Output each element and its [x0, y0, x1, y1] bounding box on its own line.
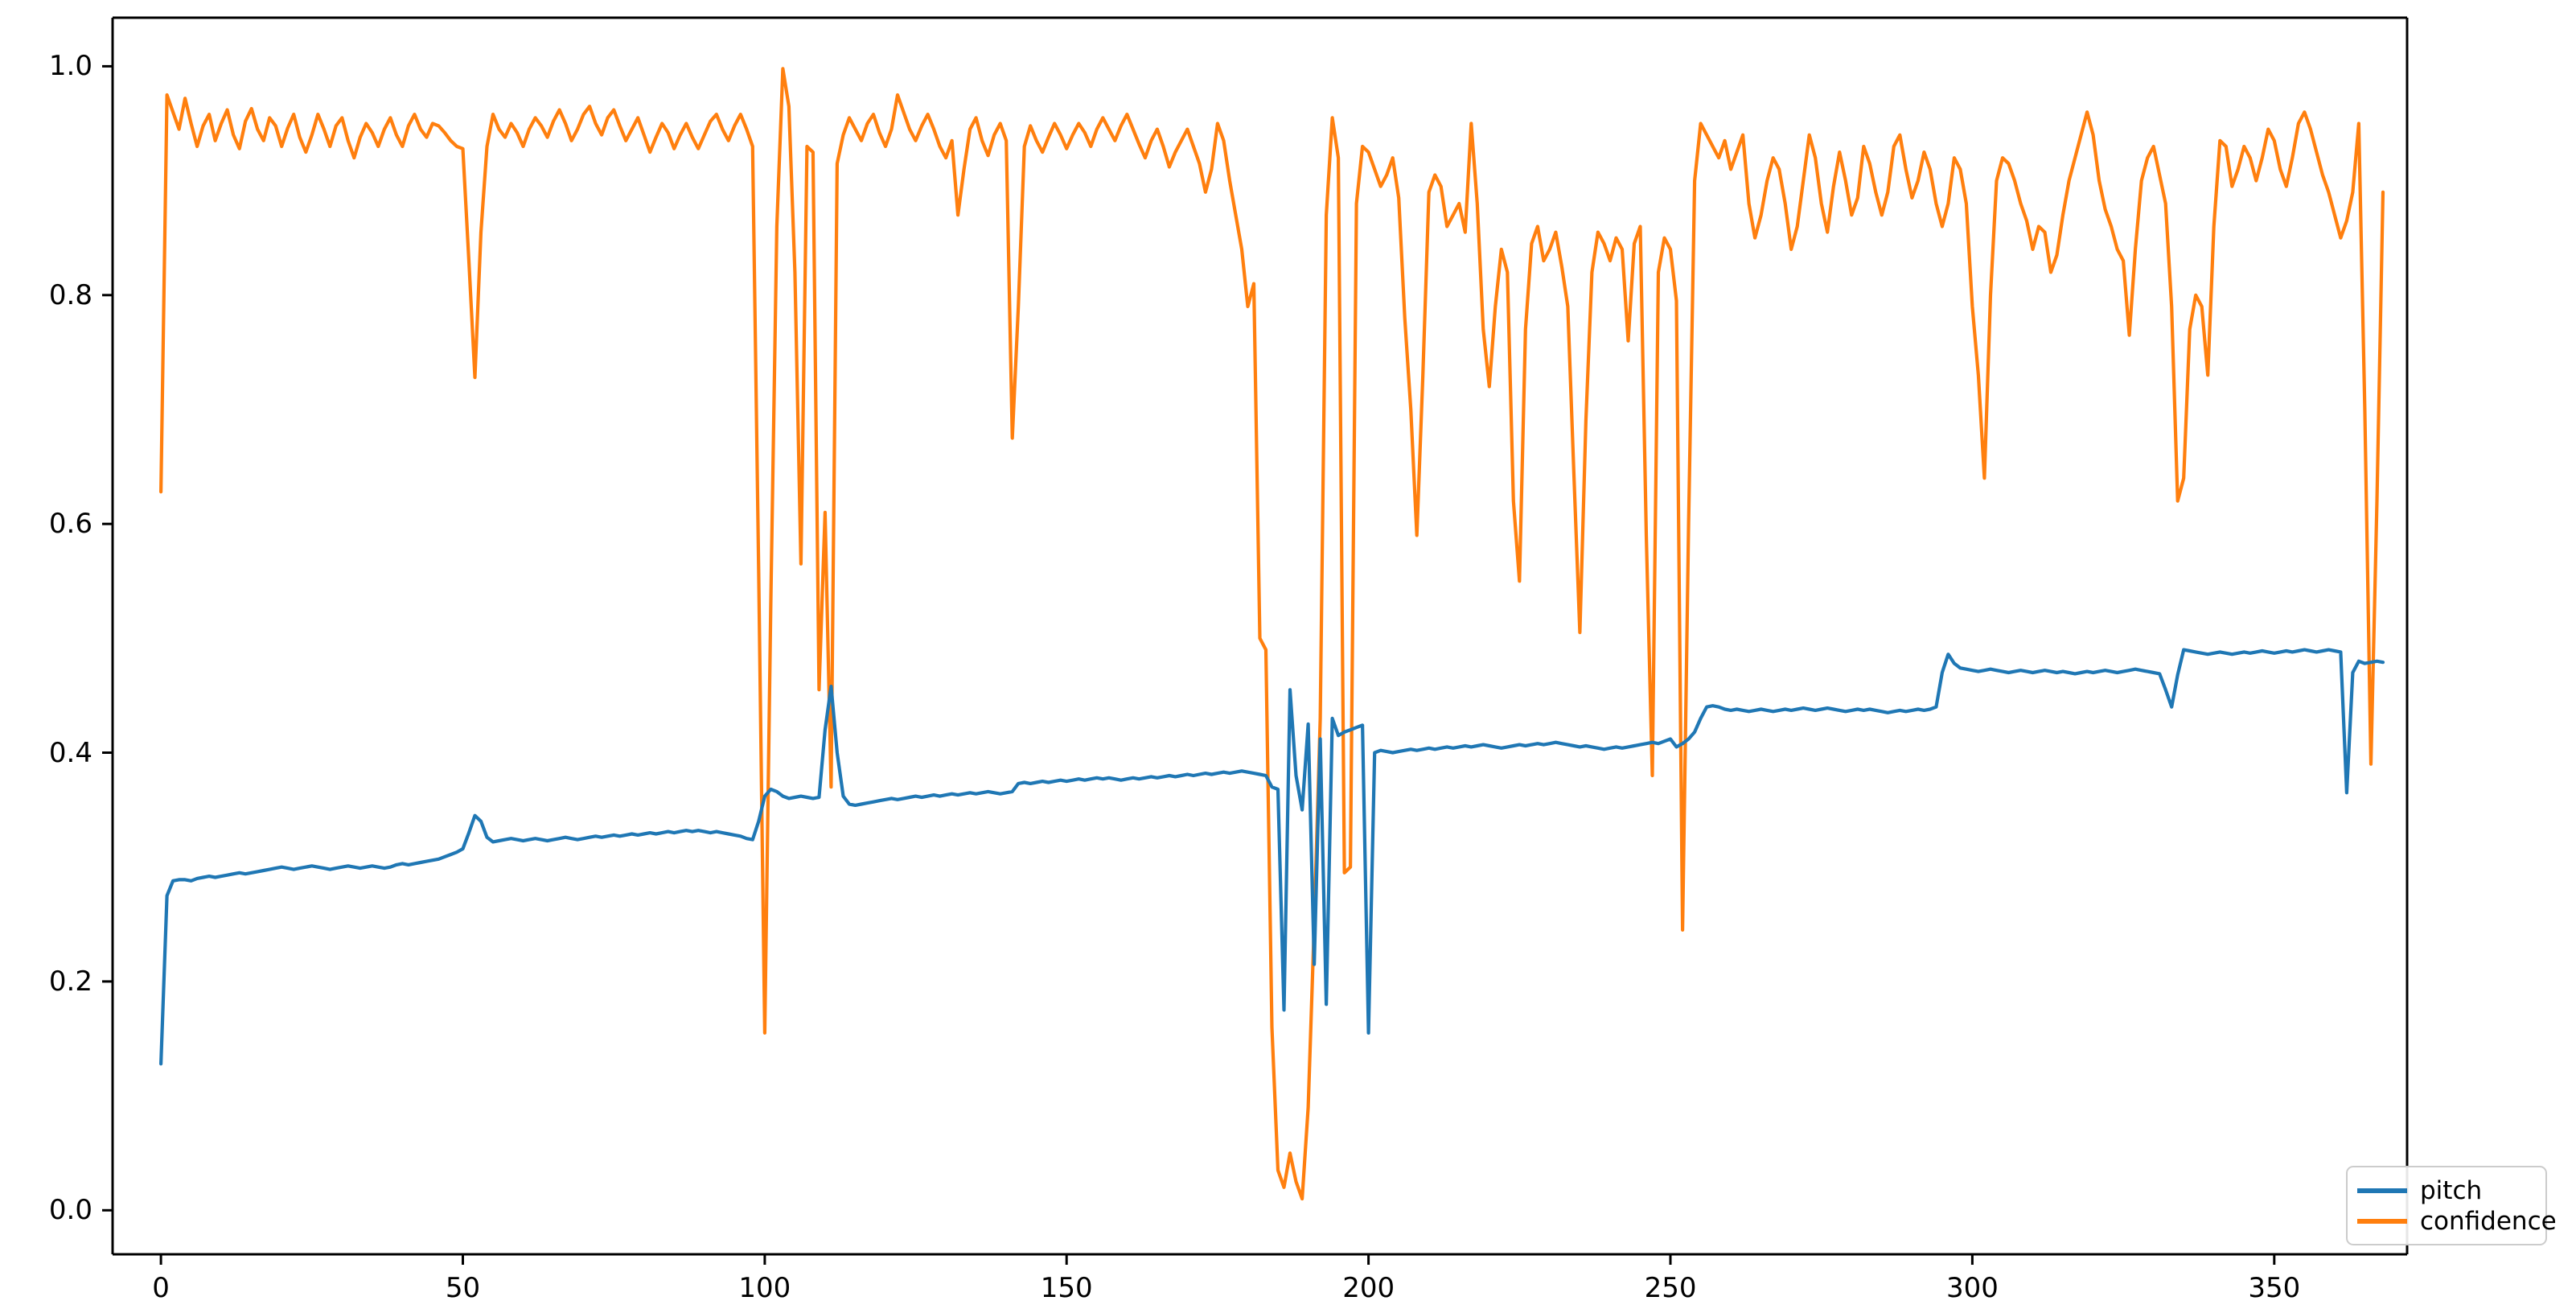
legend-entry-confidence[interactable]: confidence	[2357, 1206, 2557, 1237]
confidence-line-series	[159, 67, 2385, 1201]
y-tick-label: 0.8	[48, 278, 92, 311]
axis-spines	[111, 16, 2409, 1256]
legend-label-pitch: pitch	[2420, 1175, 2483, 1205]
y-tick-label: 0.0	[48, 1194, 92, 1227]
x-tick-label: 150	[1040, 1272, 1093, 1304]
x-tick-label: 350	[2248, 1272, 2301, 1304]
chart-legend[interactable]: pitch confidence	[2346, 1166, 2557, 1245]
legend-swatch-pitch	[2357, 1188, 2407, 1193]
legend-swatch-confidence	[2357, 1219, 2407, 1224]
x-tick-label: 300	[1945, 1272, 1999, 1304]
legend-label-confidence: confidence	[2420, 1206, 2557, 1236]
x-tick-label: 250	[1644, 1272, 1697, 1304]
x-tick-label: 100	[738, 1272, 791, 1304]
y-tick-label: 0.4	[48, 736, 92, 769]
x-tick-label: 50	[445, 1272, 481, 1304]
legend-entry-pitch[interactable]: pitch	[2357, 1175, 2536, 1206]
pitch-line-series	[159, 648, 2385, 1066]
x-tick-label: 200	[1342, 1272, 1395, 1304]
y-tick-label: 0.2	[48, 965, 92, 998]
y-tick-label: 0.6	[48, 508, 92, 541]
y-tick-label: 1.0	[48, 50, 92, 83]
axis-ticks	[102, 64, 2276, 1265]
x-tick-label: 0	[152, 1272, 170, 1304]
